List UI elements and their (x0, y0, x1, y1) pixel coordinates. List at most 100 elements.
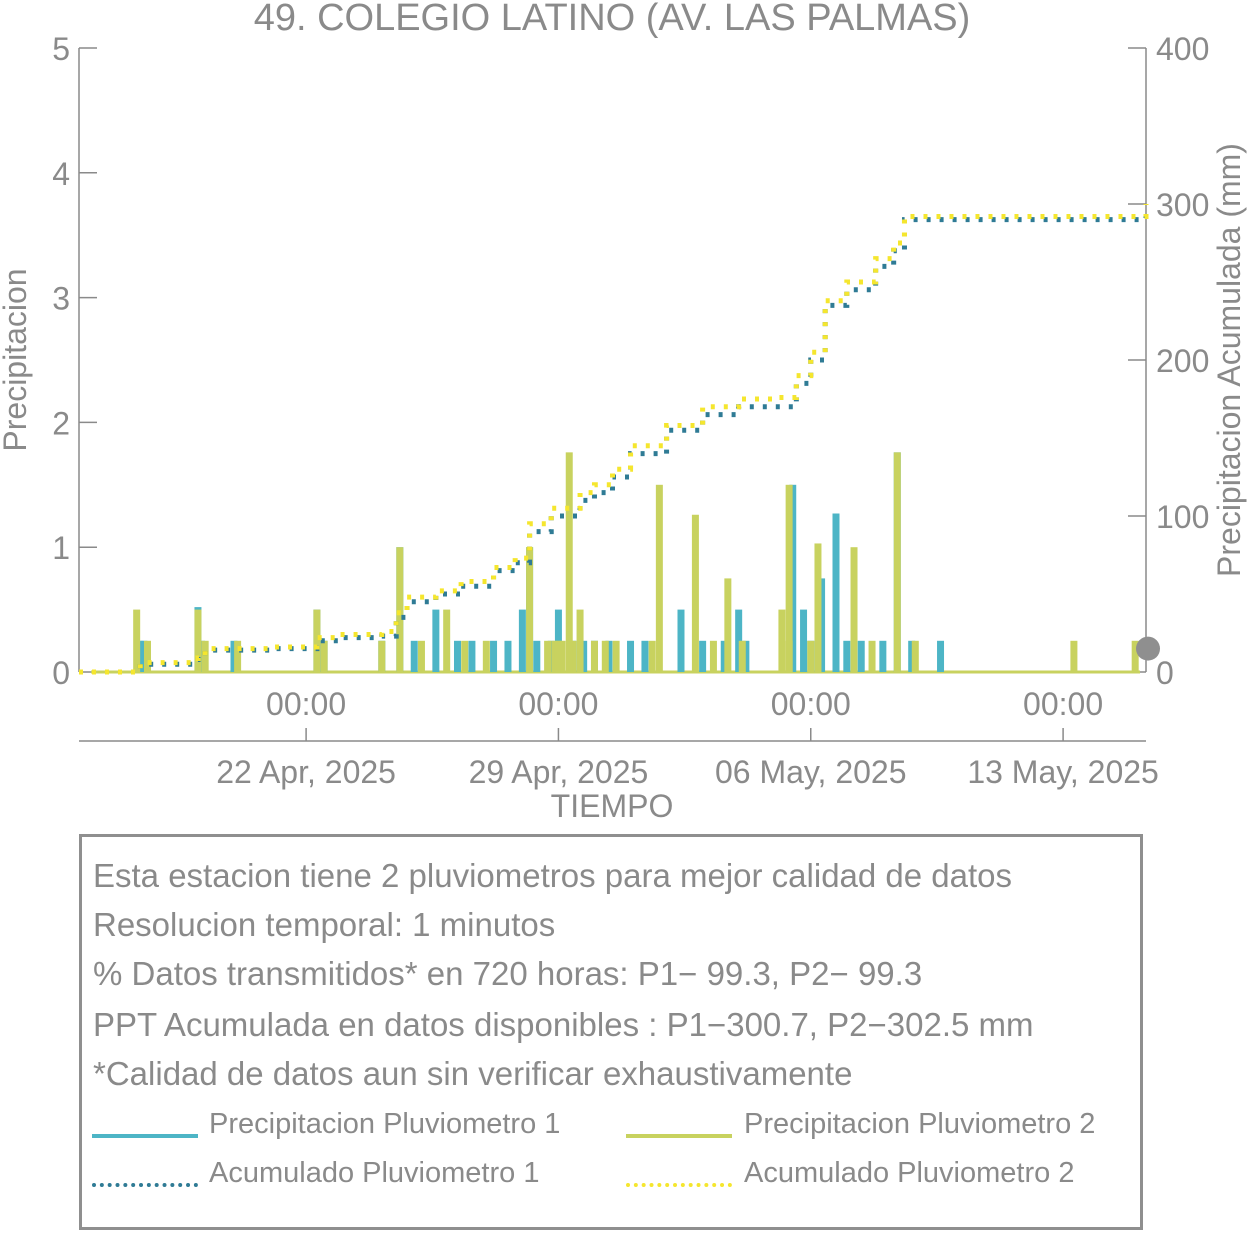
bar-p2 (554, 640, 562, 672)
bar-p2 (544, 640, 552, 672)
bar-p1 (136, 640, 144, 672)
bar-p1 (818, 578, 826, 672)
bar-p2 (558, 640, 566, 672)
bar-p2 (396, 547, 404, 672)
bar-p2 (194, 609, 202, 672)
bar-p2 (691, 514, 699, 672)
chart-title: 49. COLEGIO LATINO (AV. LAS PALMAS) (254, 0, 971, 39)
bar-p1 (800, 609, 808, 672)
x-tick-time-label: 00:00 (518, 686, 598, 722)
bar-p1 (580, 640, 588, 672)
bar-p1 (832, 513, 840, 672)
bar-p1 (720, 640, 728, 672)
right-axis-marker (1136, 636, 1160, 661)
bar-p1 (533, 640, 541, 672)
bar-p2 (443, 609, 451, 672)
bar-p1 (230, 640, 238, 672)
info-line-resolution: Resolucion temporal: 1 minutos (93, 906, 556, 943)
bar-p1 (677, 609, 685, 672)
y-tick-label-right: 200 (1156, 343, 1209, 379)
y-tick-label-left: 2 (52, 405, 70, 441)
bar-p2 (655, 484, 663, 672)
x-tick-time-label: 00:00 (1023, 686, 1103, 722)
bar-p2 (590, 640, 598, 672)
bar-p2 (482, 640, 490, 672)
info-line-accumulated: PPT Acumulada en datos disponibles : P1−… (93, 1006, 1034, 1043)
bar-p2 (1070, 640, 1078, 672)
x-tick-time-label: 00:00 (266, 686, 346, 722)
bar-p2 (576, 609, 584, 672)
bar-p2 (1131, 640, 1139, 672)
bar-p2 (143, 640, 151, 672)
info-line-transmitted: % Datos transmitidos* en 720 horas: P1− … (93, 955, 923, 992)
bar-p1 (843, 640, 851, 672)
bar-p1 (937, 640, 945, 672)
bar-p2 (565, 452, 573, 672)
x-axis-label: TIEMPO (551, 788, 674, 824)
bar-p1 (742, 640, 750, 672)
legend-label-p2: Precipitacion Pluviometro 2 (744, 1108, 1096, 1140)
bar-p2 (868, 640, 876, 672)
bar-p1 (735, 609, 743, 672)
bar-p2 (648, 640, 656, 672)
bar-p2 (814, 543, 822, 672)
bar-p1 (198, 640, 206, 672)
y-tick-label-left: 3 (52, 281, 70, 317)
x-tick-date-label: 22 Apr, 2025 (216, 754, 396, 790)
bar-p2 (320, 640, 328, 672)
legend-swatch-p2 (626, 1134, 732, 1138)
y-tick-label-left: 0 (52, 655, 70, 691)
info-line-stations: Esta estacion tiene 2 pluviometros para … (93, 857, 1013, 894)
bar-p1 (627, 640, 635, 672)
bar-p2 (601, 640, 609, 672)
bar-p1 (432, 609, 440, 672)
bar-p1 (518, 609, 526, 672)
precipitation-chart: 49. COLEGIO LATINO (AV. LAS PALMAS) 0 1 2 3… (0, 0, 1247, 824)
legend-label-acc1: Acumulado Pluviometro 1 (209, 1157, 540, 1189)
y-axis-label-right: Precipitacion Acumulada (mm) (1211, 143, 1247, 577)
bar-p2 (850, 547, 858, 672)
bar-p1 (410, 640, 418, 672)
cumulative-line-p2 (79, 204, 1149, 675)
bar-p1 (468, 640, 476, 672)
bar-p1 (879, 640, 887, 672)
bar-p2 (133, 609, 141, 672)
x-tick-time-label: 00:00 (771, 686, 851, 722)
bar-p2 (778, 609, 786, 672)
bar-p2 (612, 640, 620, 672)
bar-p1 (453, 640, 461, 672)
y-tick-label-left: 5 (52, 31, 70, 67)
bar-p1 (908, 640, 916, 672)
legend-swatch-acc2 (626, 1183, 732, 1187)
bar-p1 (857, 640, 865, 672)
bar-p2 (551, 640, 559, 672)
cumulative-line-p1 (79, 207, 1149, 675)
bar-p2 (893, 452, 901, 672)
legend-label-acc2: Acumulado Pluviometro 2 (744, 1157, 1075, 1189)
x-tick-date-label: 29 Apr, 2025 (469, 754, 649, 790)
bar-p1 (504, 640, 512, 672)
bar-p1 (140, 640, 148, 672)
x-tick-date-label: 06 May, 2025 (715, 754, 907, 790)
legend-swatch-acc1 (92, 1183, 198, 1187)
bar-p1 (547, 640, 555, 672)
x-tick-date-label: 13 May, 2025 (967, 754, 1159, 790)
bar-p2 (738, 640, 746, 672)
bar-p2 (526, 547, 534, 672)
bar-p2 (807, 640, 815, 672)
info-line-quality-note: *Calidad de datos aun sin verificar exha… (93, 1055, 853, 1092)
bar-p2 (201, 640, 209, 672)
bar-p2 (785, 484, 793, 672)
legend-label-p1: Precipitacion Pluviometro 1 (209, 1108, 561, 1140)
bar-p1 (641, 640, 649, 672)
bar-p2 (709, 640, 717, 672)
bar-p2 (461, 640, 469, 672)
bar-p2 (417, 640, 425, 672)
bar-p2 (911, 640, 919, 672)
y-axis-label-left: Precipitacion (0, 268, 33, 451)
legend-swatch-p1 (92, 1134, 198, 1138)
bar-p1 (605, 640, 613, 672)
y-tick-label-right: 400 (1156, 31, 1209, 67)
bar-p1 (789, 484, 797, 672)
bar-p2 (313, 609, 321, 672)
